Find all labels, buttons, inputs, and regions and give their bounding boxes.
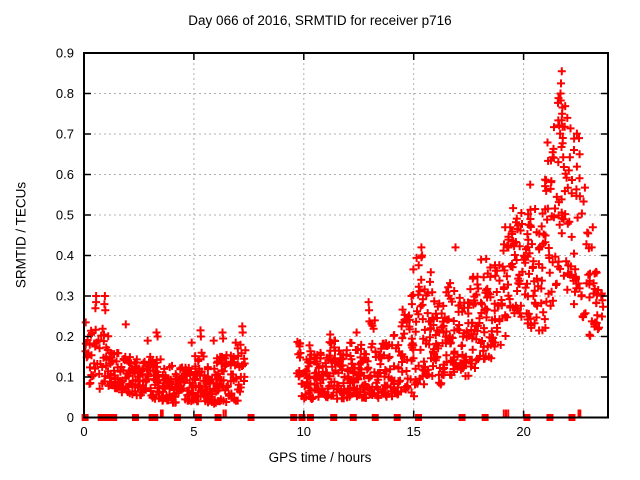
x-axis-label: GPS time / hours — [268, 450, 372, 465]
x-tick-label: 5 — [190, 424, 197, 439]
tick-marks-layer — [83, 52, 608, 419]
zero-bar-marker — [505, 409, 508, 419]
zero-bar-marker — [579, 409, 582, 419]
y-tick-label: 0.1 — [56, 370, 74, 385]
grid-layer — [84, 53, 608, 418]
x-tick-label: 0 — [80, 424, 87, 439]
y-tick-label: 0.9 — [56, 46, 74, 61]
zero-bar-marker — [159, 409, 162, 419]
y-tick-label: 0.6 — [56, 167, 74, 182]
zero-bar-marker — [577, 409, 580, 419]
y-tick-label: 0.2 — [56, 329, 74, 344]
tick-labels-layer: 0 5 10 15 20 0 0.1 0.2 0.3 0.4 0.5 0.6 0.7 0.8 0.9 — [56, 46, 531, 440]
data-points — [81, 67, 608, 408]
zero-bar-marker — [507, 409, 510, 419]
y-tick-label: 0.8 — [56, 86, 74, 101]
zero-bar-marker — [222, 409, 225, 419]
zero-bar-marker — [161, 409, 164, 419]
y-tick-label: 0 — [67, 410, 74, 425]
x-tick-label: 20 — [516, 424, 530, 439]
zero-bar-marker — [224, 409, 227, 419]
y-tick-label: 0.7 — [56, 127, 74, 142]
chart-title: Day 066 of 2016, SRMTID for receiver p71… — [188, 13, 452, 28]
y-tick-label: 0.5 — [56, 208, 74, 223]
plot-border — [83, 52, 609, 419]
x-tick-label: 15 — [406, 424, 420, 439]
y-tick-label: 0.3 — [56, 289, 74, 304]
x-tick-label: 10 — [297, 424, 311, 439]
zero-bar-marker — [502, 409, 505, 419]
y-tick-label: 0.4 — [56, 248, 74, 263]
zero-markers-layer — [81, 409, 582, 421]
